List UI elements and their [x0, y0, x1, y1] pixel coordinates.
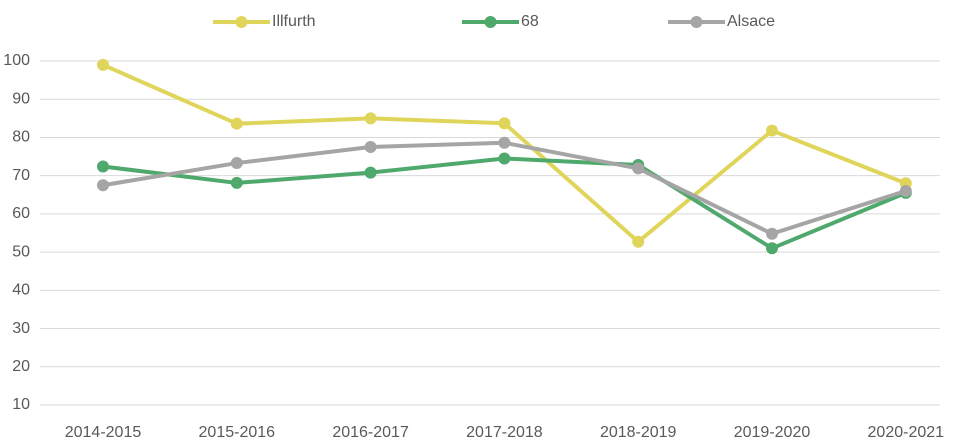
data-point: [230, 117, 243, 130]
legend-label: 68: [521, 13, 539, 30]
legend-marker: [235, 16, 248, 28]
data-point: [498, 152, 511, 165]
x-tick-label: 2014-2015: [65, 424, 142, 441]
x-tick-label: 2016-2017: [332, 424, 409, 441]
data-point: [498, 117, 511, 130]
legend-marker: [690, 16, 703, 28]
x-tick-label: 2015-2016: [199, 424, 276, 441]
y-tick-label: 50: [12, 243, 30, 260]
data-point: [97, 179, 109, 192]
data-point: [766, 242, 778, 255]
data-point: [364, 112, 377, 125]
data-point: [766, 227, 778, 240]
data-point: [97, 160, 109, 173]
y-tick-label: 90: [12, 90, 30, 107]
x-tick-label: 2017-2018: [466, 424, 543, 441]
y-tick-label: 100: [3, 52, 30, 69]
data-point: [230, 157, 243, 170]
data-point: [364, 141, 377, 153]
y-tick-label: 30: [12, 320, 30, 337]
series-line: [102, 156, 907, 251]
data-point: [766, 124, 778, 137]
data-point: [899, 184, 912, 197]
y-tick-label: 10: [12, 396, 30, 413]
data-point: [364, 166, 377, 179]
x-tick-label: 2020-2021: [868, 424, 945, 441]
legend-label: Alsace: [727, 13, 775, 30]
data-point: [97, 58, 109, 71]
y-tick-label: 40: [12, 282, 30, 299]
data-point: [498, 136, 511, 149]
x-tick-label: 2018-2019: [600, 424, 677, 441]
y-tick-label: 70: [12, 167, 30, 184]
y-tick-label: 60: [12, 205, 30, 222]
y-tick-label: 20: [12, 358, 30, 375]
y-tick-label: 80: [12, 129, 30, 146]
data-point: [632, 235, 645, 248]
legend-marker: [484, 16, 497, 28]
data-point: [230, 176, 243, 189]
x-tick-label: 2019-2020: [734, 424, 811, 441]
data-point: [632, 162, 645, 175]
legend-label: Illfurth: [272, 13, 316, 30]
